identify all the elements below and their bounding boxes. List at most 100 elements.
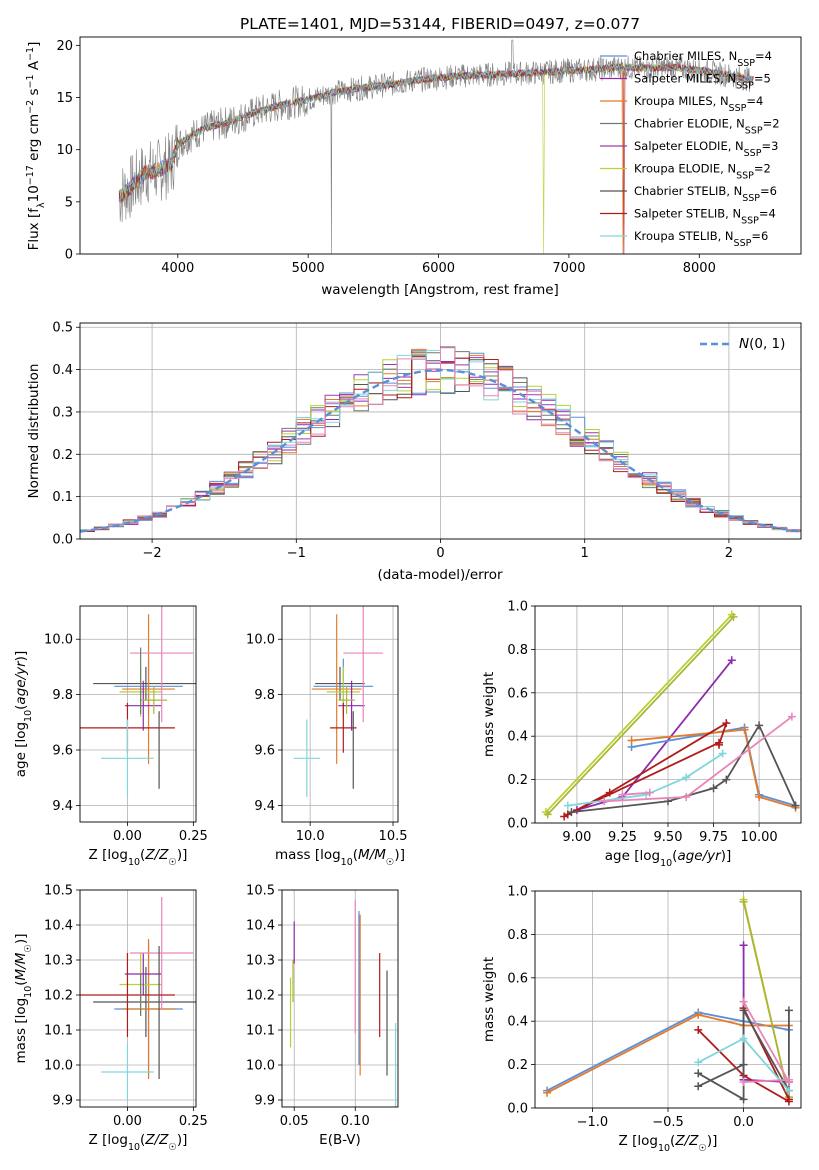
- series-marker: [618, 790, 627, 799]
- series-line: [697, 1063, 744, 1088]
- model-spectrum: [118, 63, 754, 254]
- error-bar-point: [293, 719, 321, 798]
- x-tick-label: −0.5: [652, 1115, 684, 1130]
- x-tick-label: 8000: [683, 261, 716, 276]
- series-marker: [645, 788, 654, 797]
- model-spectrum: [118, 62, 754, 254]
- y-tick-label: 9.8: [52, 688, 73, 703]
- x-tick-label: 0.10: [341, 1114, 370, 1129]
- y-tick-label: 1.0: [507, 885, 528, 900]
- y-tick-label: 10.2: [44, 989, 73, 1004]
- series-marker: [739, 897, 748, 906]
- plot-area: [80, 897, 196, 1100]
- series-marker: [739, 941, 748, 950]
- error-bar-point: [101, 719, 154, 798]
- plot-area: [80, 346, 801, 533]
- panel-spectrum: 4000 5000 6000 7000 8000 0 5 10 15 20 wavelength […: [25, 36, 802, 298]
- series-marker: [722, 775, 731, 784]
- histogram-series: [80, 347, 801, 531]
- y-tick-label: 10.5: [44, 884, 73, 899]
- y-tick-label: 10.1: [44, 1024, 73, 1039]
- series-marker: [722, 719, 731, 728]
- y-tick-label: 9.6: [52, 744, 73, 759]
- observed-spectrum: [118, 39, 752, 254]
- x-tick-label: 1: [581, 546, 589, 561]
- error-bar-point: [93, 666, 196, 701]
- y-tick-label: 10.0: [44, 633, 73, 648]
- y-tick-label: 9.9: [52, 1094, 73, 1109]
- x-tick-label: 2: [725, 546, 733, 561]
- y-tick-label: 10.2: [246, 989, 275, 1004]
- legend-label: Salpeter MILES, NSSP=5: [634, 72, 771, 92]
- y-tick-label: 9.6: [254, 744, 275, 759]
- series-line: [546, 1013, 789, 1094]
- weight-series: [567, 721, 800, 817]
- error-bar-point: [140, 686, 167, 714]
- x-axis-label: Z [log10(Z/Z☉)]: [619, 1133, 718, 1154]
- y-tick-label: 0.2: [52, 448, 73, 463]
- x-tick-label: 9.00: [562, 830, 591, 845]
- panel-mass-age: 10.0 10.5 9.4 9.6 9.8 10.0 mass [log10(M/M☉)]: [246, 605, 408, 868]
- series-line: [604, 715, 793, 803]
- series-line: [576, 659, 733, 811]
- x-axis-label: age [log10(age/yr)]: [605, 848, 731, 869]
- x-tick-label: 9.25: [608, 830, 637, 845]
- legend-label: Kroupa STELIB, NSSP=6: [634, 229, 768, 249]
- series-marker: [694, 1058, 703, 1067]
- axes-frame: [534, 890, 802, 1109]
- series-marker: [543, 810, 552, 819]
- panel-residuals: −2 −1 0 1 2 0.0 0.1 0.2 0.3 0.4 0.5 (data-model)/er…: [26, 321, 802, 583]
- error-bar-point: [101, 1044, 154, 1100]
- legend-label: Kroupa ELODIE, NSSP=2: [634, 162, 771, 182]
- y-tick-label: 0.2: [507, 1058, 528, 1073]
- plot-area: [293, 606, 384, 798]
- y-tick-label: 10.4: [246, 919, 275, 934]
- y-tick-label: 0.2: [507, 773, 528, 788]
- x-tick-label: 7000: [552, 261, 585, 276]
- series-line: [622, 791, 650, 796]
- panel-z-massweight: −1.0 −0.5 0.0 0.0 0.2 0.4 0.6 0.8 1.0 Z [log10(Z/…: [481, 885, 802, 1154]
- series-marker: [739, 997, 748, 1006]
- series-marker: [739, 1095, 748, 1104]
- y-tick-label: 0.3: [52, 405, 73, 420]
- series-marker: [791, 801, 800, 810]
- series-marker: [740, 725, 749, 734]
- y-axis-label: age [log10(age/yr)]: [13, 651, 34, 777]
- error-bar-point: [124, 680, 162, 731]
- series-marker: [784, 1095, 793, 1104]
- error-bar-point: [93, 967, 196, 1037]
- weight-series: [541, 610, 736, 817]
- legend-label: Chabrier MILES, NSSP=4: [634, 49, 772, 69]
- y-axis-label: mass weight: [481, 957, 497, 1042]
- x-tick-label: 0.25: [179, 829, 208, 844]
- series-marker: [784, 1075, 793, 1084]
- figure-title: PLATE=1401, MJD=53144, FIBERID=0497, z=0…: [240, 15, 640, 33]
- error-bar-point: [343, 606, 384, 723]
- y-tick-label: 10.5: [246, 884, 275, 899]
- axes-frame: [281, 605, 399, 823]
- series-marker: [682, 773, 691, 782]
- x-axis-label: (data-model)/error: [377, 567, 503, 583]
- x-tick-label: 0.05: [280, 1114, 309, 1129]
- y-tick-label: 10.1: [246, 1024, 275, 1039]
- weight-series: [739, 1075, 793, 1086]
- x-tick-label: 0.00: [113, 829, 142, 844]
- error-bar-point: [130, 606, 194, 723]
- x-axis-label: Z [log10(Z/Z☉)]: [89, 847, 188, 868]
- series-line: [547, 616, 735, 815]
- series-line: [742, 1001, 790, 1083]
- series-line: [743, 1078, 789, 1083]
- y-axis-label: mass [log10(M/M☉)]: [13, 934, 34, 1064]
- series-marker: [755, 721, 764, 730]
- series-marker: [694, 1082, 703, 1091]
- y-tick-label: 0.6: [507, 971, 528, 986]
- y-tick-label: 0.4: [507, 1015, 528, 1030]
- series-marker: [739, 1034, 748, 1043]
- plot-area: [543, 895, 793, 1106]
- series-marker: [627, 736, 636, 745]
- x-tick-label: 0.25: [179, 1114, 208, 1129]
- x-tick-label: 9.50: [654, 830, 683, 845]
- y-tick-label: 5: [65, 195, 73, 210]
- series-marker: [543, 1088, 552, 1097]
